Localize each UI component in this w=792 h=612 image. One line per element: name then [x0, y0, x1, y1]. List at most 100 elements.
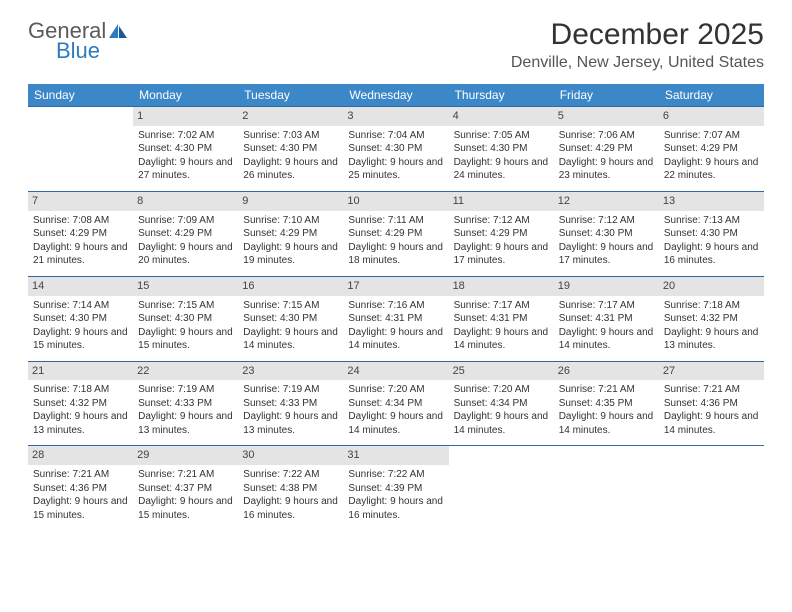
day-number: 1 [133, 107, 238, 126]
day-number: 15 [133, 277, 238, 296]
day-info: Sunrise: 7:15 AMSunset: 4:30 PMDaylight:… [243, 299, 338, 353]
day-number: 28 [28, 446, 133, 465]
calendar-day-cell: 28Sunrise: 7:21 AMSunset: 4:36 PMDayligh… [28, 446, 133, 530]
calendar-day-cell: 31 Sunrise: 7:22 AMSunset: 4:39 PMDayligh… [343, 446, 448, 530]
day-info: Sunrise: 7:08 AMSunset: 4:29 PMDaylight:… [33, 214, 128, 268]
calendar-day-cell: 5 Sunrise: 7:06 AMSunset: 4:29 PMDaylight… [554, 107, 659, 192]
day-info: Sunrise: 7:09 AMSunset: 4:29 PMDaylight:… [138, 214, 233, 268]
calendar-day-cell: 18 Sunrise: 7:17 AMSunset: 4:31 PMDayligh… [449, 276, 554, 361]
day-number: 2 [238, 107, 343, 126]
calendar-day-cell: 26 Sunrise: 7:21 AMSunset: 4:35 PMDayligh… [554, 361, 659, 446]
day-number: 22 [133, 362, 238, 381]
day-number: 9 [238, 192, 343, 211]
calendar-body: 1 Sunrise: 7:02 AMSunset: 4:30 PMDaylight… [28, 107, 764, 531]
logo-text-blue: Blue [56, 38, 129, 64]
title-block: December 2025 Denville, New Jersey, Unit… [511, 18, 764, 72]
day-number: 26 [554, 362, 659, 381]
day-info: Sunrise: 7:20 AMSunset: 4:34 PMDaylight:… [454, 383, 549, 437]
day-number: 20 [659, 277, 764, 296]
calendar-day-cell: 11 Sunrise: 7:12 AMSunset: 4:29 PMDayligh… [449, 191, 554, 276]
day-number: 30 [238, 446, 343, 465]
calendar-week-row: 21 Sunrise: 7:18 AMSunset: 4:32 PMDayligh… [28, 361, 764, 446]
weekday-header: Sunday [28, 84, 133, 107]
calendar-day-cell: 4 Sunrise: 7:05 AMSunset: 4:30 PMDaylight… [449, 107, 554, 192]
day-info: Sunrise: 7:21 AMSunset: 4:37 PMDaylight:… [138, 468, 233, 522]
day-number: 4 [449, 107, 554, 126]
day-info: Sunrise: 7:12 AMSunset: 4:29 PMDaylight:… [454, 214, 549, 268]
day-number: 11 [449, 192, 554, 211]
day-number: 27 [659, 362, 764, 381]
calendar-week-row: 28Sunrise: 7:21 AMSunset: 4:36 PMDayligh… [28, 446, 764, 530]
calendar-day-cell: 17Sunrise: 7:16 AMSunset: 4:31 PMDayligh… [343, 276, 448, 361]
calendar-day-cell [659, 446, 764, 530]
day-info: Sunrise: 7:18 AMSunset: 4:32 PMDaylight:… [664, 299, 759, 353]
day-number: 24 [343, 362, 448, 381]
calendar-day-cell: 23 Sunrise: 7:19 AMSunset: 4:33 PMDayligh… [238, 361, 343, 446]
calendar-day-cell [449, 446, 554, 530]
day-info: Sunrise: 7:12 AMSunset: 4:30 PMDaylight:… [559, 214, 654, 268]
weekday-header: Wednesday [343, 84, 448, 107]
day-number: 17 [343, 277, 448, 296]
calendar-day-cell: 8 Sunrise: 7:09 AMSunset: 4:29 PMDaylight… [133, 191, 238, 276]
day-info: Sunrise: 7:05 AMSunset: 4:30 PMDaylight:… [454, 129, 549, 183]
calendar-week-row: 14Sunrise: 7:14 AMSunset: 4:30 PMDayligh… [28, 276, 764, 361]
calendar-day-cell [554, 446, 659, 530]
day-number: 18 [449, 277, 554, 296]
calendar-day-cell: 19 Sunrise: 7:17 AMSunset: 4:31 PMDayligh… [554, 276, 659, 361]
calendar-day-cell: 12 Sunrise: 7:12 AMSunset: 4:30 PMDayligh… [554, 191, 659, 276]
day-info: Sunrise: 7:06 AMSunset: 4:29 PMDaylight:… [559, 129, 654, 183]
day-number: 5 [554, 107, 659, 126]
day-number: 23 [238, 362, 343, 381]
day-info: Sunrise: 7:11 AMSunset: 4:29 PMDaylight:… [348, 214, 443, 268]
day-info: Sunrise: 7:04 AMSunset: 4:30 PMDaylight:… [348, 129, 443, 183]
weekday-header: Thursday [449, 84, 554, 107]
calendar-table: SundayMondayTuesdayWednesdayThursdayFrid… [28, 84, 764, 530]
location-subtitle: Denville, New Jersey, United States [511, 54, 764, 72]
calendar-day-cell: 6 Sunrise: 7:07 AMSunset: 4:29 PMDaylight… [659, 107, 764, 192]
calendar-day-cell: 1 Sunrise: 7:02 AMSunset: 4:30 PMDaylight… [133, 107, 238, 192]
calendar-day-cell: 27 Sunrise: 7:21 AMSunset: 4:36 PMDayligh… [659, 361, 764, 446]
day-info: Sunrise: 7:22 AMSunset: 4:38 PMDaylight:… [243, 468, 338, 522]
day-number: 16 [238, 277, 343, 296]
day-number: 8 [133, 192, 238, 211]
calendar-day-cell: 7Sunrise: 7:08 AMSunset: 4:29 PMDaylight… [28, 191, 133, 276]
day-number: 31 [343, 446, 448, 465]
header: GeneralBlue December 2025 Denville, New … [0, 0, 792, 76]
day-info: Sunrise: 7:22 AMSunset: 4:39 PMDaylight:… [348, 468, 443, 522]
weekday-header: Tuesday [238, 84, 343, 107]
day-info: Sunrise: 7:21 AMSunset: 4:36 PMDaylight:… [664, 383, 759, 437]
calendar-day-cell: 10 Sunrise: 7:11 AMSunset: 4:29 PMDayligh… [343, 191, 448, 276]
weekday-header: Monday [133, 84, 238, 107]
calendar-day-cell: 16 Sunrise: 7:15 AMSunset: 4:30 PMDayligh… [238, 276, 343, 361]
day-info: Sunrise: 7:07 AMSunset: 4:29 PMDaylight:… [664, 129, 759, 183]
day-info: Sunrise: 7:18 AMSunset: 4:32 PMDaylight:… [33, 383, 128, 437]
calendar-day-cell: 24 Sunrise: 7:20 AMSunset: 4:34 PMDayligh… [343, 361, 448, 446]
calendar-day-cell: 20 Sunrise: 7:18 AMSunset: 4:32 PMDayligh… [659, 276, 764, 361]
day-info: Sunrise: 7:20 AMSunset: 4:34 PMDaylight:… [348, 383, 443, 437]
day-number: 13 [659, 192, 764, 211]
calendar-day-cell: 14Sunrise: 7:14 AMSunset: 4:30 PMDayligh… [28, 276, 133, 361]
day-info: Sunrise: 7:03 AMSunset: 4:30 PMDaylight:… [243, 129, 338, 183]
day-number: 3 [343, 107, 448, 126]
day-info: Sunrise: 7:19 AMSunset: 4:33 PMDaylight:… [243, 383, 338, 437]
day-number: 10 [343, 192, 448, 211]
weekday-header: Friday [554, 84, 659, 107]
calendar-week-row: 1 Sunrise: 7:02 AMSunset: 4:30 PMDaylight… [28, 107, 764, 192]
day-info: Sunrise: 7:21 AMSunset: 4:35 PMDaylight:… [559, 383, 654, 437]
day-info: Sunrise: 7:02 AMSunset: 4:30 PMDaylight:… [138, 129, 233, 183]
day-info: Sunrise: 7:17 AMSunset: 4:31 PMDaylight:… [559, 299, 654, 353]
day-number: 21 [28, 362, 133, 381]
calendar-day-cell [28, 107, 133, 192]
calendar-day-cell: 30 Sunrise: 7:22 AMSunset: 4:38 PMDayligh… [238, 446, 343, 530]
page-title: December 2025 [511, 18, 764, 52]
day-info: Sunrise: 7:13 AMSunset: 4:30 PMDaylight:… [664, 214, 759, 268]
day-info: Sunrise: 7:17 AMSunset: 4:31 PMDaylight:… [454, 299, 549, 353]
weekday-header: Saturday [659, 84, 764, 107]
day-number: 29 [133, 446, 238, 465]
day-number: 12 [554, 192, 659, 211]
day-info: Sunrise: 7:14 AMSunset: 4:30 PMDaylight:… [33, 299, 128, 353]
day-info: Sunrise: 7:10 AMSunset: 4:29 PMDaylight:… [243, 214, 338, 268]
logo-sail-icon [107, 22, 129, 40]
day-number: 19 [554, 277, 659, 296]
day-number: 6 [659, 107, 764, 126]
